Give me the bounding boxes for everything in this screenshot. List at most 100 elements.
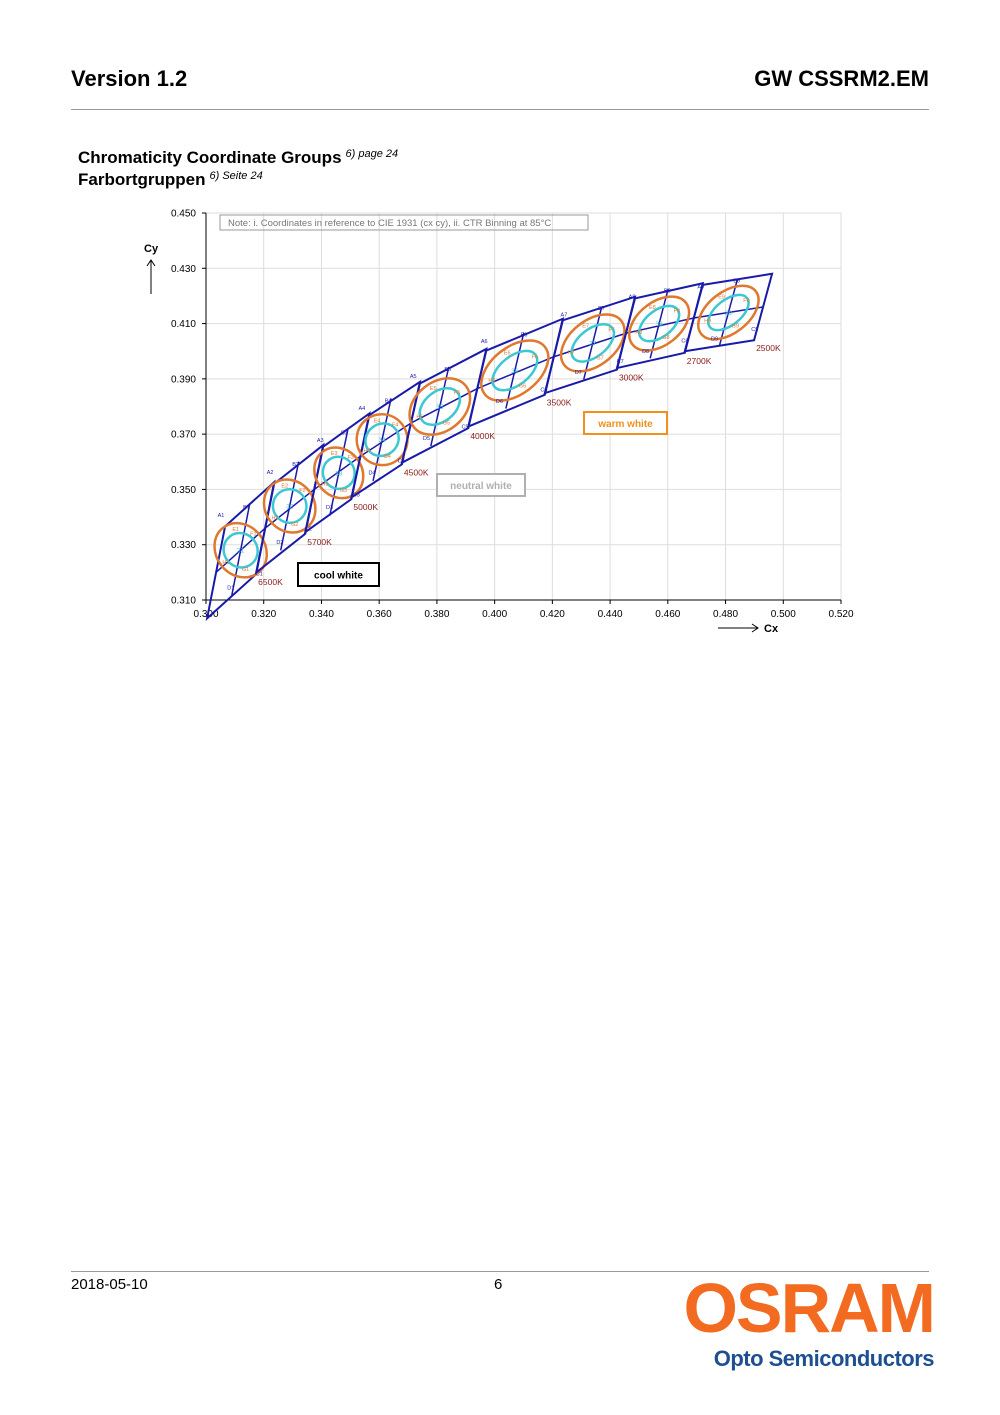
subtitle-text: Farbortgruppen [78, 170, 206, 189]
x-tick-label: 0.300 [193, 609, 218, 620]
bin-label: F6 [532, 354, 538, 360]
bin-label: E6 [504, 351, 511, 357]
bin-label: A8 [629, 295, 636, 301]
inner-ellipse [491, 349, 539, 392]
bin-label: H4 [363, 448, 370, 454]
plot-area [206, 213, 841, 600]
y-tick-label: 0.450 [171, 209, 196, 220]
bin-label: D7 [575, 370, 582, 376]
bin-label: G8 [662, 335, 669, 341]
bin-label: F4 [392, 422, 398, 428]
header-rule [71, 109, 929, 110]
x-tick-label: 0.360 [367, 609, 392, 620]
x-tick-label: 0.380 [424, 609, 449, 620]
bin-label: C8 [681, 339, 688, 345]
y-tick-label: 0.330 [171, 540, 196, 551]
bin-label: E2 [281, 483, 288, 489]
cct-label: 4000K [470, 431, 495, 441]
outer-ellipse [480, 339, 550, 402]
inner-ellipse [321, 455, 356, 491]
group-id: 34 [378, 437, 386, 444]
bin-label: F9 [743, 298, 749, 304]
bin-label: G9 [732, 323, 739, 329]
x-tick-label: 0.340 [309, 609, 334, 620]
inner-ellipse [364, 422, 400, 458]
region-box [436, 473, 526, 497]
bin-label: H1 [222, 560, 229, 566]
bin-label: G5 [443, 420, 450, 426]
chart: 0.300 0.320 0.340 0.360 0.380 0.400 0.420 0.440… [144, 209, 854, 636]
x-tick-label: 0.420 [540, 609, 565, 620]
bin-label: A1 [218, 513, 225, 519]
bin-divider [477, 356, 555, 390]
version: Version 1.2 [71, 66, 188, 91]
cct-label: 5700K [307, 537, 332, 547]
bin-divider [313, 455, 361, 491]
bin-label: A3 [317, 438, 324, 444]
region-box [583, 411, 668, 435]
bin-divider [505, 332, 525, 409]
section-subtitle: Farbortgruppen 6) Seite 24 [78, 170, 263, 190]
bin-divider [625, 317, 694, 334]
bin-label: H6 [488, 378, 495, 384]
cct-label: 2700K [687, 356, 712, 366]
bin-label: C9 [751, 327, 758, 333]
outer-ellipse [213, 521, 269, 579]
bin-label: F7 [608, 327, 614, 333]
x-tick-label: 0.460 [655, 609, 680, 620]
bin-divider [329, 429, 349, 516]
group-id: 33 [335, 470, 343, 477]
bin-label: D3 [326, 505, 333, 511]
outer-ellipse [355, 412, 409, 467]
bin-label: F5 [454, 390, 460, 396]
bin-label: E7 [582, 324, 589, 330]
product: GW CSSRM2.EM [754, 66, 929, 91]
cct-label: 6500K [258, 577, 283, 587]
bin-label: F2 [299, 488, 305, 494]
bin-label: A9 [697, 285, 704, 291]
cct-label: 3500K [547, 398, 572, 408]
outer-ellipse [697, 284, 760, 341]
bin-label: G7 [596, 355, 603, 361]
bin-label: A2 [267, 470, 274, 476]
bin-label: B3 [341, 430, 348, 436]
bin-divider [718, 279, 739, 346]
bin-label: H9 [704, 318, 711, 324]
bin-label: B8 [664, 288, 671, 294]
group-id: 35 [436, 404, 444, 411]
bin-divider [279, 461, 300, 551]
date: 2018-05-10 [71, 1276, 148, 1293]
inner-ellipse [637, 304, 681, 343]
bin-boundary [466, 317, 565, 429]
bin-label: H8 [635, 330, 642, 336]
bin-boundary [303, 411, 371, 535]
bin-label: G4 [383, 454, 390, 460]
region-label: neutral white [450, 481, 512, 492]
note-box [219, 214, 589, 231]
bin-divider [230, 504, 251, 597]
note: Note: i. Coordinates in reference to CIE… [228, 218, 551, 229]
bin-label: B6 [521, 332, 528, 338]
inner-ellipse [418, 386, 462, 427]
bin-label: F8 [674, 308, 680, 314]
bin-label: D1 [227, 585, 234, 591]
group-id: 31 [237, 548, 245, 555]
bin-divider [410, 387, 478, 424]
y-tick-label: 0.390 [171, 374, 196, 385]
y-tick-label: 0.370 [171, 430, 196, 441]
cct-label: 4500K [404, 467, 429, 477]
y-tick-label: 0.430 [171, 264, 196, 275]
bin-label: D4 [368, 471, 375, 477]
logo-tagline: Opto Semiconductors [713, 1346, 935, 1371]
outer-ellipse [313, 446, 365, 500]
cct-label: 2500K [756, 343, 781, 353]
bin-label: A7 [561, 313, 568, 319]
bin-label: D5 [423, 436, 430, 442]
region-label: cool white [314, 571, 363, 582]
bin-label: H3 [321, 482, 328, 488]
bin-label: B9 [733, 279, 740, 285]
bin-boundary [349, 379, 422, 500]
logo: OSRAM [683, 1269, 936, 1347]
bin-label: A4 [358, 406, 365, 412]
